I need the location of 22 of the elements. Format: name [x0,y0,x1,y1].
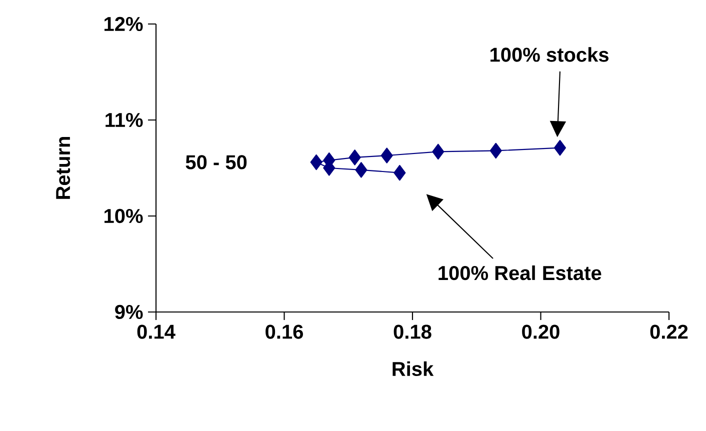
x-tick-label: 0.22 [650,324,688,339]
point [380,148,393,164]
y-tick-label: 11% [106,112,143,128]
y-axis-title: Return [56,137,70,199]
y-tick-label: 10% [104,208,143,224]
point [554,140,566,156]
x-tick-label: 0.18 [394,324,432,339]
point [355,162,368,178]
annotation: 100% stocks [490,47,608,62]
x-tick-label: 0.14 [137,324,176,339]
y-tick-label: 9% [115,304,143,320]
annotation: 50 - 50 [186,155,247,170]
point [394,164,406,181]
point [310,154,322,170]
point [348,150,361,166]
point [490,142,502,159]
x-axis-title: Risk [392,361,434,376]
annotation: 100% Real Estate [438,265,602,280]
point [432,144,444,160]
x-tick-label: 0.16 [266,324,303,339]
x-tick-label: 0.20 [522,324,560,339]
y-tick-label: 12% [104,16,143,32]
